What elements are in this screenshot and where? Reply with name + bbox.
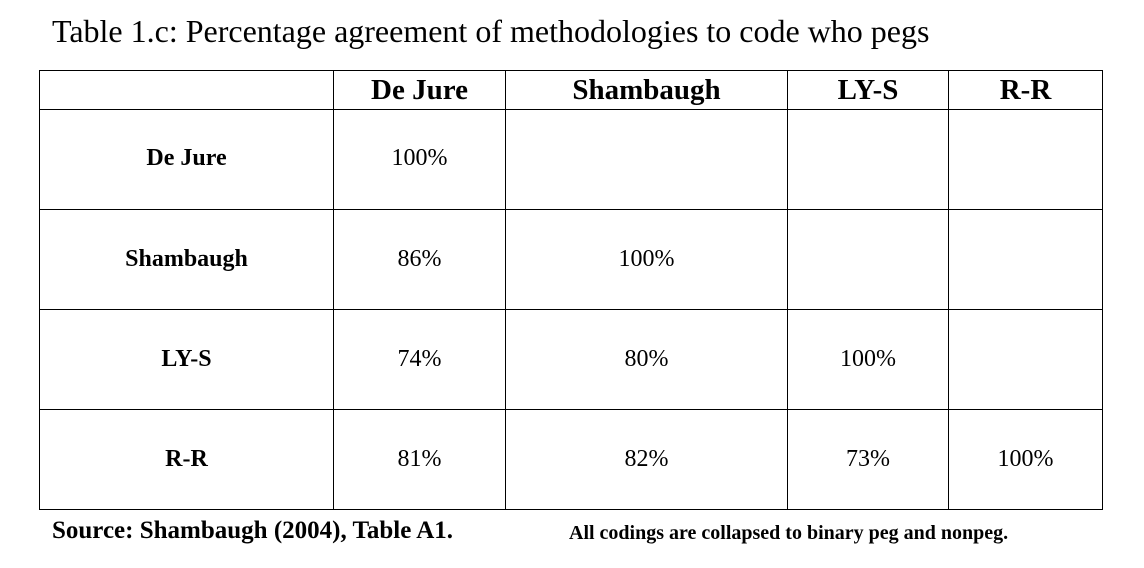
table-cell: 86% — [333, 209, 506, 310]
table-cell: 100% — [948, 409, 1103, 510]
table-cell: 100% — [333, 109, 506, 210]
table-row: De Jure 100% — [39, 109, 1103, 210]
table-cell: 80% — [505, 309, 788, 410]
table-cell — [948, 209, 1103, 310]
row-header-r-r: R-R — [39, 409, 334, 510]
source-note: Source: Shambaugh (2004), Table A1. — [52, 517, 454, 544]
row-header-ly-s: LY-S — [39, 309, 334, 410]
table-cell: 82% — [505, 409, 788, 510]
table-cell: 81% — [333, 409, 506, 510]
table-cell: 74% — [333, 309, 506, 410]
corner-cell — [39, 70, 334, 110]
coding-note: All codings are collapsed to binary peg … — [569, 522, 1009, 544]
table-cell — [787, 209, 949, 310]
header-row: De Jure Shambaugh LY-S R-R — [39, 70, 1103, 110]
table-cell: 100% — [787, 309, 949, 410]
table-cell — [948, 309, 1103, 410]
table-cell — [948, 109, 1103, 210]
table-cell — [787, 109, 949, 210]
agreement-table: De Jure Shambaugh LY-S R-R De Jure 100% … — [39, 70, 1103, 510]
table-row: R-R 81% 82% 73% 100% — [39, 409, 1103, 510]
table-cell: 100% — [505, 209, 788, 310]
table-caption: Table 1.c: Percentage agreement of metho… — [52, 13, 930, 49]
column-header-ly-s: LY-S — [787, 70, 949, 110]
row-header-de-jure: De Jure — [39, 109, 334, 210]
table-row: LY-S 74% 80% 100% — [39, 309, 1103, 410]
table-row: Shambaugh 86% 100% — [39, 209, 1103, 310]
column-header-shambaugh: Shambaugh — [505, 70, 788, 110]
table-cell — [505, 109, 788, 210]
column-header-r-r: R-R — [948, 70, 1103, 110]
row-header-shambaugh: Shambaugh — [39, 209, 334, 310]
column-header-de-jure: De Jure — [333, 70, 506, 110]
table-cell: 73% — [787, 409, 949, 510]
